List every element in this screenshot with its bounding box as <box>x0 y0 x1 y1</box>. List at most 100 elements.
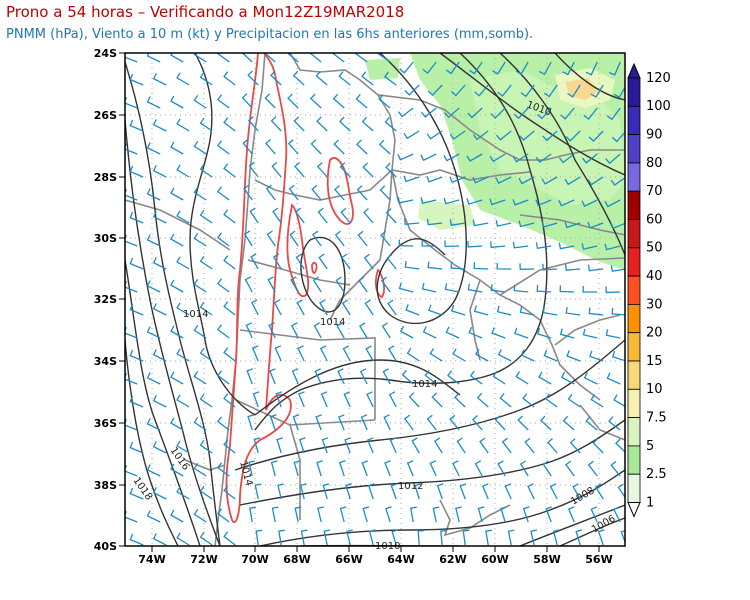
wind-barb <box>604 243 621 251</box>
wind-barb <box>310 139 322 155</box>
wind-barb <box>490 284 506 293</box>
wind-barb <box>333 185 345 201</box>
wind-barb <box>469 61 483 75</box>
wind-barb <box>497 84 512 97</box>
wind-barb <box>241 53 253 63</box>
wind-barb <box>449 130 466 140</box>
wind-barb <box>542 460 552 477</box>
wind-barb <box>345 483 352 500</box>
wind-barb <box>365 345 374 362</box>
wind-barb <box>298 391 305 408</box>
wind-barb <box>193 53 207 63</box>
wind-barb <box>361 116 374 132</box>
wind-barb <box>358 276 368 293</box>
wind-barb <box>443 153 460 162</box>
wind-barb <box>410 506 417 523</box>
wind-barb <box>125 234 138 247</box>
wind-barb <box>317 506 324 523</box>
wind-barb <box>223 117 236 132</box>
wind-barb <box>146 464 161 477</box>
colorbar-label: 70 <box>646 184 663 199</box>
wind-barb <box>414 483 422 500</box>
wind-barb <box>560 371 575 385</box>
wind-barb <box>269 368 276 385</box>
wind-barb <box>462 529 470 546</box>
wind-barb <box>356 185 368 201</box>
wind-barb <box>397 153 414 161</box>
wind-barb <box>541 176 558 185</box>
wind-barb <box>535 199 552 207</box>
wind-barb <box>271 506 279 523</box>
wind-barb <box>366 437 374 454</box>
colorbar-label: 80 <box>646 156 663 171</box>
wind-barb <box>344 437 351 454</box>
wind-barb <box>583 372 598 385</box>
colorbar-arrow-top <box>627 62 641 79</box>
wind-barb <box>417 529 425 546</box>
wind-barb <box>422 61 437 75</box>
wind-barb <box>152 487 167 500</box>
wind-barb <box>199 393 213 408</box>
wind-barb <box>293 460 301 477</box>
wind-barb <box>152 165 167 178</box>
wind-barb <box>216 370 230 385</box>
wind-barb <box>379 185 391 201</box>
wind-barb <box>587 460 598 477</box>
wind-barb <box>299 483 307 500</box>
wind-barb <box>319 345 328 362</box>
wind-barb <box>547 438 558 454</box>
wind-barb <box>244 276 253 293</box>
wind-barb <box>444 107 460 119</box>
wind-barb <box>199 163 213 178</box>
wind-barb <box>290 276 299 293</box>
wind-barb <box>242 138 253 155</box>
chart-title: Prono a 54 horas – Verificando a Mon12Z1… <box>6 3 405 21</box>
wind-barb <box>223 71 236 86</box>
lon-label: 72W <box>190 553 217 566</box>
wind-barb <box>479 437 489 454</box>
wind-barb <box>274 345 282 362</box>
lon-label: 70W <box>241 553 268 566</box>
wind-barb <box>426 414 437 431</box>
wind-barb <box>382 368 391 385</box>
colorbar-swatch <box>627 219 641 249</box>
wind-barb <box>125 280 138 293</box>
wind-barb <box>443 197 460 205</box>
wind-barb <box>216 186 230 201</box>
wind-barb <box>428 304 443 316</box>
wind-barb <box>515 371 529 385</box>
wind-barb <box>613 85 625 99</box>
wind-barb <box>199 531 213 546</box>
wind-barb <box>247 414 254 431</box>
colorbar-label: 7.5 <box>646 410 667 425</box>
wind-barb <box>146 326 161 339</box>
wind-barb <box>170 417 184 431</box>
wind-barb <box>270 116 282 132</box>
colorbar-label: 30 <box>646 297 663 312</box>
wind-barb <box>362 506 370 523</box>
wind-barb <box>129 441 144 454</box>
wind-barb <box>519 263 535 270</box>
lat-label: 34S <box>94 355 117 368</box>
wind-barb <box>193 370 207 385</box>
wind-barb <box>309 93 322 109</box>
wind-barb <box>360 414 368 431</box>
wind-barb <box>216 232 230 247</box>
wind-barb <box>176 256 190 270</box>
wind-barb <box>170 95 184 109</box>
wind-barb <box>581 153 598 164</box>
colorbar-swatch <box>627 190 641 220</box>
wind-barb <box>582 286 598 293</box>
wind-barb <box>432 506 440 523</box>
lon-label: 64W <box>387 553 414 566</box>
wind-barb <box>608 416 621 431</box>
wind-barb <box>436 483 444 500</box>
wind-barb <box>312 276 322 293</box>
wind-barb <box>170 463 184 477</box>
wind-barb <box>588 307 604 316</box>
wind-barb <box>582 328 598 339</box>
wind-barb <box>539 415 552 431</box>
wind-barb <box>199 347 213 362</box>
lat-label: 24S <box>94 47 117 60</box>
